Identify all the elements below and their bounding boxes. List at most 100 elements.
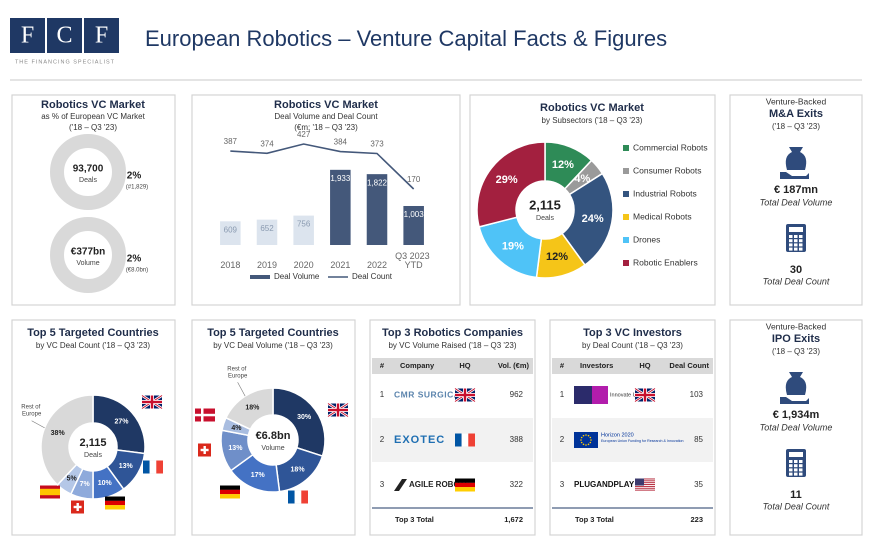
text: Deals	[79, 177, 97, 184]
text: Robotics VC Market	[41, 99, 145, 111]
slice-label: 4%	[574, 173, 590, 185]
table-header	[372, 358, 533, 374]
flag-part	[220, 485, 240, 490]
hand-icon	[780, 397, 809, 404]
bar	[220, 221, 241, 245]
donut-slice	[40, 394, 94, 486]
calculator-key	[799, 239, 803, 243]
text: Top 5 Targeted Countries	[27, 327, 159, 339]
flag-part	[301, 490, 308, 504]
flag-part	[40, 488, 60, 496]
text: (€8.0bn)	[126, 268, 148, 274]
slice-label: 13%	[228, 445, 243, 452]
calculator-key	[794, 464, 798, 468]
slice-label: 12%	[546, 251, 568, 263]
eu-star	[587, 443, 590, 446]
flag-part	[149, 460, 157, 474]
donut-hole	[69, 423, 117, 471]
text: (#1,829)	[126, 185, 148, 191]
flag-part	[288, 490, 295, 504]
text: #	[380, 361, 385, 370]
x-tick-label: 2021	[330, 260, 350, 270]
text: 1	[560, 390, 565, 399]
flag-ch	[71, 500, 84, 514]
donut-slice	[476, 141, 546, 228]
text: Deal Count	[669, 361, 709, 370]
flag-fr	[143, 460, 163, 474]
text: Deal Count	[352, 272, 393, 281]
logo-mark	[574, 386, 592, 404]
x-tick-label: Q3 2023 YTD	[395, 251, 432, 270]
flag-part	[294, 490, 302, 504]
x-tick-label-line: 2021	[330, 260, 350, 270]
text: 30	[790, 264, 802, 276]
text: 322	[510, 480, 524, 489]
donut-hole	[516, 181, 574, 239]
text: Volume	[76, 260, 99, 267]
flag-part	[455, 482, 475, 488]
flag-part	[635, 480, 655, 482]
text: Volume	[261, 445, 284, 452]
text: CMR SURGICAL	[394, 389, 466, 399]
flag-us	[635, 478, 655, 492]
text: Deal Volume	[274, 272, 320, 281]
text: 962	[510, 390, 524, 399]
logo-mark	[592, 386, 608, 404]
text: #	[560, 361, 565, 370]
text: ('18 – Q3 '23)	[772, 347, 820, 356]
logo-letter: F	[95, 23, 108, 49]
text: Consumer Robots	[633, 165, 702, 175]
calculator-key	[789, 235, 793, 238]
bar	[403, 205, 424, 245]
flag-part	[455, 487, 475, 492]
line-label: 170	[407, 175, 421, 184]
text: Deal Volume and Deal Count	[274, 112, 378, 121]
text: Industrial Robots	[633, 188, 697, 198]
flag-uk	[141, 394, 163, 410]
text: Top 3 VC Investors	[583, 327, 682, 339]
text: 2,115	[529, 197, 561, 212]
x-tick-label-line: 2018	[220, 260, 240, 270]
hand-icon	[780, 172, 809, 179]
panel	[729, 94, 863, 306]
calculator-key	[789, 472, 793, 476]
line-label: 387	[224, 137, 238, 146]
calculator-key	[789, 468, 793, 472]
calculator-key	[794, 468, 798, 472]
text: Top 5 Targeted Countries	[207, 327, 339, 339]
text: € 187mn	[774, 184, 818, 196]
flag-es	[40, 485, 60, 499]
flag-part	[142, 400, 162, 404]
text: Deals	[84, 452, 102, 459]
eu-star	[587, 434, 590, 437]
flag-part	[143, 460, 150, 474]
line-label: 373	[370, 140, 384, 149]
flag-part	[328, 408, 348, 412]
eu-star	[580, 439, 582, 441]
bar-label: 1,003	[404, 210, 425, 219]
flag-uk	[327, 402, 349, 418]
flag-part	[468, 433, 475, 447]
text: as % of European VC Market	[41, 112, 145, 121]
flag-part	[635, 478, 655, 480]
logo-letter: F	[21, 23, 34, 49]
flag-de	[455, 478, 475, 492]
calculator-screen	[789, 452, 803, 457]
donut-slice	[92, 394, 146, 455]
calculator-key	[794, 235, 798, 238]
text: (€m; '18 – Q3 '23)	[294, 123, 358, 132]
logo-box	[47, 18, 82, 53]
text: Deals	[536, 215, 554, 222]
legend-swatch	[623, 260, 629, 266]
line-label: 384	[334, 138, 348, 147]
text: 11	[790, 489, 802, 501]
text: ('18 – Q3 '23)	[772, 122, 820, 131]
flag-fr	[288, 490, 308, 504]
text: 2%	[127, 254, 142, 265]
money-icon	[785, 147, 807, 170]
text: HQ	[459, 361, 470, 370]
calculator-key	[794, 472, 798, 476]
donut-slice	[272, 387, 326, 458]
slice-label: 13%	[119, 463, 134, 470]
calculator-key	[794, 460, 798, 463]
